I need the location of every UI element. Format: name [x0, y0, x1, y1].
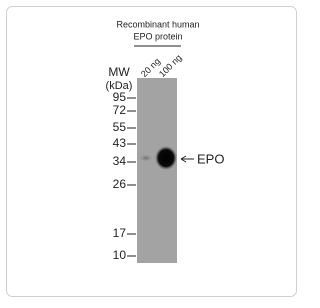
- marker-label: 26: [113, 177, 127, 191]
- marker-label: 55: [113, 120, 127, 134]
- marker-label: 72: [113, 103, 127, 117]
- marker-label: 10: [113, 248, 127, 262]
- blot: [137, 78, 177, 263]
- header-line: Recombinant human: [116, 19, 199, 29]
- marker-label: 43: [113, 136, 127, 150]
- figure: Recombinant human EPO protein 20 ng 100 …: [0, 0, 303, 303]
- band-label: EPO: [197, 151, 224, 166]
- marker-label: 34: [113, 154, 127, 168]
- marker-label: 17: [113, 226, 127, 240]
- marker-label: 95: [113, 90, 127, 104]
- header-line: EPO protein: [133, 31, 182, 41]
- mw-title: MW: [108, 65, 130, 79]
- faint-band: [139, 154, 153, 162]
- band: [155, 146, 177, 170]
